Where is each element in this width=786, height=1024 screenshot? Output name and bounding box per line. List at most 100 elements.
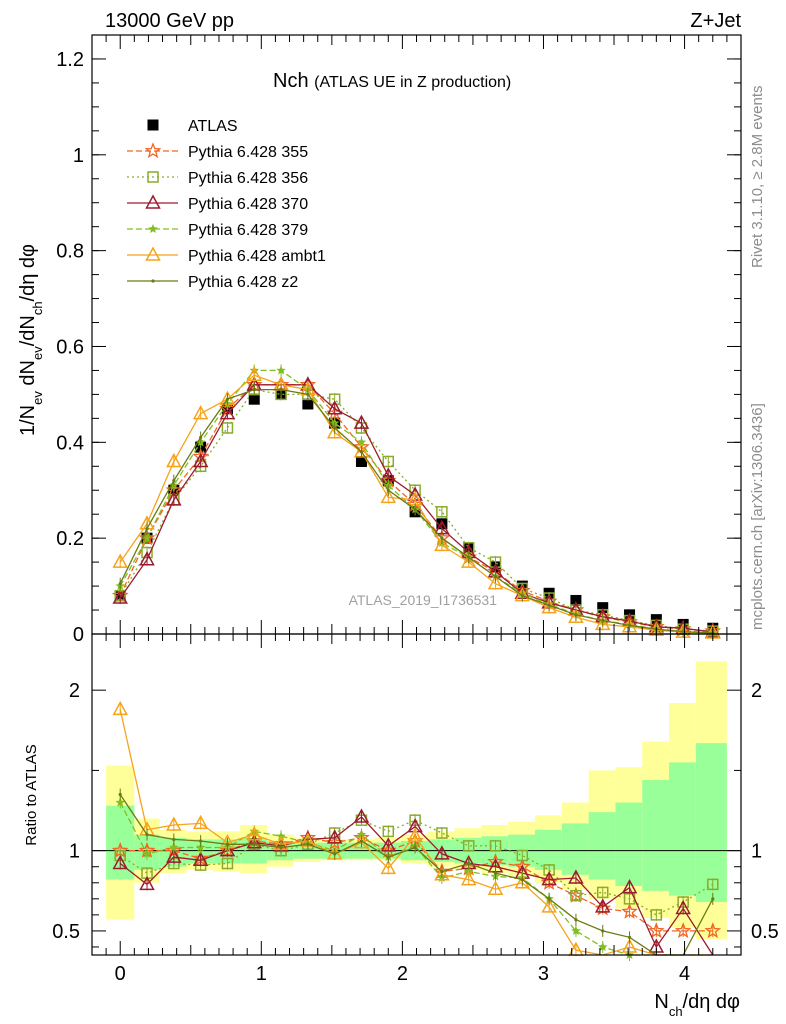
main-point-z2: [440, 536, 444, 540]
ratio-point-z2: [199, 839, 203, 843]
main-point-p370: [139, 551, 155, 566]
xtick-label: 2: [397, 963, 408, 985]
band-inner-bin: [588, 812, 616, 880]
ratio-point-p356: [596, 886, 609, 899]
ratio-ytick-label-right: 2: [751, 680, 762, 702]
main-point-z2: [413, 507, 417, 512]
ratio-point-z2: [252, 842, 256, 846]
ratio-point-p379: [142, 848, 152, 858]
ratio-series-group: [111, 700, 722, 961]
ratio-point-p355: [704, 922, 722, 939]
ratio-point-ambt1: [380, 859, 397, 875]
main-point-z2: [681, 630, 685, 634]
main-point-z2: [520, 594, 524, 598]
ratio-point-z2: [520, 877, 524, 882]
ratio-ytick-label: 0.5: [52, 921, 80, 943]
ratio-point-p370: [621, 879, 638, 894]
ratio-point-ambt1: [460, 870, 477, 886]
ratio-point-z2: [627, 935, 632, 939]
main-point-z2: [467, 555, 471, 559]
ratio-point-p370: [326, 829, 343, 844]
ratio-point-z2: [225, 842, 230, 846]
ratio-point-z2: [118, 792, 122, 797]
ratio-point-ambt1: [112, 700, 128, 716]
main-point-data: [597, 602, 609, 614]
main-point-data: [302, 398, 314, 410]
main-point-p379: [276, 365, 286, 375]
ratio-series-z2: [118, 788, 715, 956]
ratio-point-z2: [467, 861, 471, 866]
mcplots-label: mcplots.cern.ch [arXiv:1306.3436]: [749, 403, 766, 630]
ratio-point-p356: [221, 857, 234, 870]
main-point-p379: [142, 533, 152, 543]
ratio-point-ambt1: [434, 866, 450, 881]
y-axis-label-main: 1/Nev dNev/dNch/dη dφ: [17, 244, 45, 436]
xtick-label: 0: [115, 963, 126, 985]
main-point-z2: [601, 618, 605, 623]
main-point-ambt1: [434, 536, 450, 552]
legend-label-ambt1: Pythia 6.428 ambt1: [188, 248, 326, 265]
main-ytick-label: 0.2: [56, 528, 84, 550]
main-point-ambt1: [192, 404, 209, 420]
ratio-point-z2: [413, 845, 417, 850]
plot-title-sub: (ATLAS UE in Z production): [314, 74, 511, 91]
ratio-point-p370: [166, 848, 182, 863]
main-ytick-label: 1.2: [56, 49, 84, 71]
legend-marker-ambt1: [145, 246, 161, 261]
main-point-z2: [386, 488, 390, 492]
energy-label: 13000 GeV pp: [105, 10, 234, 32]
ratio-point-p356: [516, 849, 529, 862]
legend-label-p356: Pythia 6.428 356: [188, 170, 308, 187]
main-point-p370: [166, 491, 182, 506]
ratio-point-ambt1: [407, 827, 423, 842]
ratio-ytick-label: 1: [69, 841, 80, 863]
ratio-point-p356: [570, 889, 582, 902]
plot-title-main: Nch: [273, 70, 309, 92]
ratio-ytick-label-right: 0.5: [751, 921, 779, 943]
main-point-z2: [225, 397, 230, 401]
main-point-p370: [112, 589, 128, 604]
main-point-data: [355, 455, 367, 467]
main-point-z2: [574, 613, 578, 617]
ratio-ytick-label: 2: [69, 680, 80, 702]
legend-label-p355: Pythia 6.428 355: [188, 144, 308, 161]
ratio-point-p355: [648, 922, 665, 939]
ratio-point-p370: [594, 898, 611, 913]
legend-item-p370: Pythia 6.428 370: [127, 194, 308, 213]
main-point-ambt1: [112, 553, 128, 568]
main-series-z2: [118, 383, 715, 640]
main-point-z2: [359, 450, 364, 454]
main-point-ambt1: [326, 424, 343, 439]
legend-item-p379: Pythia 6.428 379: [127, 222, 308, 239]
legend-marker-p355: [144, 142, 162, 159]
ratio-point-p379: [571, 925, 581, 935]
legend-marker-p379: [148, 224, 158, 233]
legend-marker-p356: [147, 171, 159, 183]
main-point-z2: [172, 479, 176, 483]
ratio-point-p370: [192, 851, 209, 867]
ratio-point-p355: [621, 902, 638, 919]
ratio-point-p379: [169, 842, 179, 852]
main-point-data: [570, 594, 582, 606]
ratio-point-p370: [139, 875, 155, 891]
main-point-p356: [436, 506, 448, 518]
band-inner-bin: [535, 829, 562, 870]
main-point-ambt1: [568, 608, 584, 623]
ratio-point-p370: [675, 899, 691, 915]
ratio-point-p370: [353, 808, 370, 823]
ratio-point-z2: [279, 845, 283, 850]
main-point-z2: [306, 392, 310, 396]
ratio-point-z2: [574, 918, 578, 922]
ratio-point-ambt1: [166, 816, 182, 831]
ratio-point-p356: [462, 840, 475, 852]
ratio-ytick-label-right: 1: [751, 841, 762, 863]
ratio-line-p379: [119, 802, 713, 956]
band-inner-bin: [615, 802, 643, 886]
main-series-group: [111, 364, 722, 640]
main-ytick-label: 0: [73, 624, 84, 646]
y-axis-label-ratio: Ratio to ATLAS: [23, 744, 40, 845]
band-inner-bin: [642, 780, 670, 891]
legend-item-p356: Pythia 6.428 356: [127, 170, 308, 187]
band-inner-bin: [561, 823, 589, 875]
